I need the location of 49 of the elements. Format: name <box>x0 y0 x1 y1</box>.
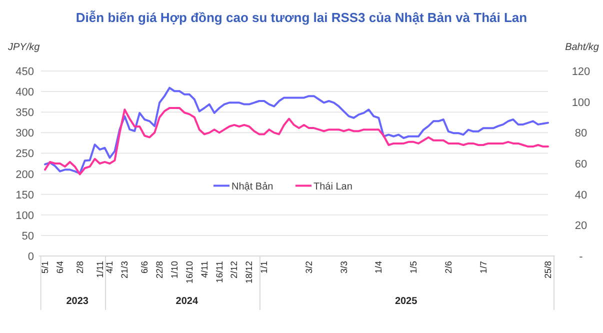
y-tick-label: 450 <box>16 66 34 78</box>
y-tick-label: 300 <box>16 128 34 140</box>
chart-title: Diễn biến giá Hợp đồng cao su tương lai RSS3 của Nhật Bản và Thái Lan <box>76 10 528 25</box>
x-tick-label: 16/11 <box>214 261 224 283</box>
x-tick-label: 6/6 <box>140 261 150 274</box>
text: 2025 <box>394 296 418 307</box>
x-tick-label: 1/4 <box>374 261 384 274</box>
y2-axis-title: Baht/kg <box>565 42 600 53</box>
y2-tick-label: - <box>579 251 584 263</box>
x-tick-label: 1/5 <box>408 261 419 274</box>
x-tick-label: 1/11 <box>94 261 105 278</box>
y-tick-label: 200 <box>16 168 34 181</box>
y-tick-label: 400 <box>16 86 34 99</box>
line-series <box>44 86 549 174</box>
y2-tick-label: 60 <box>574 158 588 170</box>
y2-tick-label: 40 <box>574 189 588 202</box>
y2-tick-label: 80 <box>574 128 588 140</box>
x-tick-label: 18/12 <box>244 261 254 284</box>
x-tick-label: 22/8 <box>154 261 165 279</box>
x-tick-label: 25/8 <box>543 261 553 279</box>
text: 2024 <box>176 296 198 307</box>
x-tick-label: 6/4 <box>54 261 65 274</box>
y2-tick-label: 100 <box>572 96 590 109</box>
x-tick-label: 4/1 <box>104 261 115 274</box>
y-tick-label: 250 <box>16 148 34 160</box>
x-tick-label: 2/6 <box>443 261 454 274</box>
x-tick-label: 4/11 <box>199 261 210 278</box>
y-tick-label: 350 <box>16 107 34 120</box>
y-tick-label: 0 <box>28 251 34 263</box>
x-tick-label: 2/12 <box>229 261 240 279</box>
line-series <box>44 107 549 176</box>
x-tick-label: 1/10 <box>169 261 180 279</box>
x-tick-label: 3/3 <box>338 261 349 274</box>
x-tick-label: 5/1 <box>40 261 50 274</box>
y2-tick-label: 120 <box>572 66 590 78</box>
x-tick-label: 16/10 <box>184 261 194 284</box>
y-tick-label: 150 <box>16 189 34 202</box>
y-tick-label: 100 <box>16 210 34 222</box>
x-tick-label: 21/3 <box>120 261 130 279</box>
y-tick-label: 50 <box>22 230 34 242</box>
legend-label: Nhật Bản <box>232 182 274 193</box>
y-axis-title: JPY/kg <box>7 42 40 53</box>
x-tick-label: 3/2 <box>304 261 314 274</box>
x-tick-label: 2/8 <box>74 261 85 274</box>
x-tick-label: 1/1 <box>259 261 270 274</box>
legend-label: Thái Lan <box>314 182 352 193</box>
y2-tick-label: 20 <box>574 220 588 232</box>
text: 2023 <box>66 296 89 307</box>
x-tick-label: 1/7 <box>478 261 488 274</box>
